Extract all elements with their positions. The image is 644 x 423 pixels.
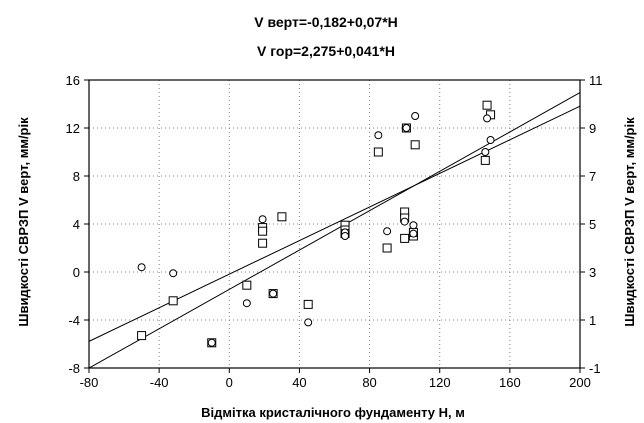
data-point-circle [269, 289, 278, 298]
y-left-tick-label: -4 [68, 313, 80, 328]
x-tick-label: 40 [292, 375, 306, 390]
data-point-square [303, 299, 313, 309]
data-point-circle [304, 318, 313, 327]
regression-line-left [88, 105, 581, 342]
data-point-square [382, 243, 392, 253]
data-point-circle [409, 221, 418, 230]
data-point-square [480, 155, 490, 165]
data-point-square [258, 226, 268, 236]
y-right-tick-label: 7 [589, 169, 596, 184]
y-right-tick-label: 1 [589, 313, 596, 328]
data-point-square [242, 280, 252, 290]
data-point-square [373, 147, 383, 157]
y-right-tick-label: -1 [589, 361, 601, 376]
regression-lines [88, 92, 581, 369]
y-left-tick-label: 0 [73, 265, 80, 280]
chart-title-line-2: V гор=2,275+0,041*H [257, 43, 395, 59]
grid [89, 80, 580, 368]
y-right-tick-label: 3 [589, 265, 596, 280]
data-point-circle [374, 131, 383, 140]
data-point-circle [483, 114, 492, 123]
y-right-tick-label: 5 [589, 217, 596, 232]
data-point-square [410, 140, 420, 150]
data-point-circle [137, 263, 146, 272]
data-points [137, 100, 496, 348]
chart-title-line-1: V верт=-0,182+0,07*H [254, 14, 398, 30]
y-right-tick-label: 11 [589, 73, 603, 88]
x-tick-label: 120 [429, 375, 451, 390]
y-left-tick-label: 4 [73, 217, 80, 232]
x-tick-label: -80 [80, 375, 99, 390]
data-point-circle [258, 215, 267, 224]
data-point-circle [411, 112, 420, 120]
data-point-circle [207, 338, 216, 347]
x-tick-label: -40 [150, 375, 169, 390]
y-left-tick-label: -8 [68, 361, 80, 376]
y-left-tick-label: 16 [66, 73, 80, 88]
x-tick-label: 0 [226, 375, 233, 390]
y-left-tick-label: 12 [66, 121, 80, 136]
y-axis-left-title: Швидкості СВРЗП V верт, мм/рік [16, 117, 31, 327]
y-right-tick-label: 9 [589, 121, 596, 136]
data-point-square [168, 296, 178, 306]
x-tick-label: 200 [569, 375, 591, 390]
regression-line-right [88, 92, 581, 369]
data-point-circle [383, 227, 392, 236]
data-point-square [258, 238, 268, 248]
data-point-square [482, 100, 492, 110]
data-point-square [400, 233, 410, 243]
y-axis-right-title: Швидкості СВРЗП V верт, мм/рік [622, 117, 637, 327]
data-point-circle [400, 217, 409, 226]
data-point-square [277, 212, 287, 222]
x-tick-label: 80 [362, 375, 376, 390]
data-point-square [137, 331, 147, 341]
data-point-circle [486, 136, 495, 144]
data-point-circle [242, 299, 251, 308]
data-point-circle [341, 232, 350, 240]
data-point-circle [169, 269, 178, 278]
data-point-circle [402, 124, 411, 132]
data-point-circle [481, 148, 490, 156]
x-axis-title: Відмітка кристалічного фундаменту Н, м [201, 405, 465, 420]
axis-ticks [84, 79, 585, 373]
data-point-circle [409, 229, 418, 238]
x-tick-label: 160 [499, 375, 521, 390]
y-left-tick-label: 8 [73, 169, 80, 184]
